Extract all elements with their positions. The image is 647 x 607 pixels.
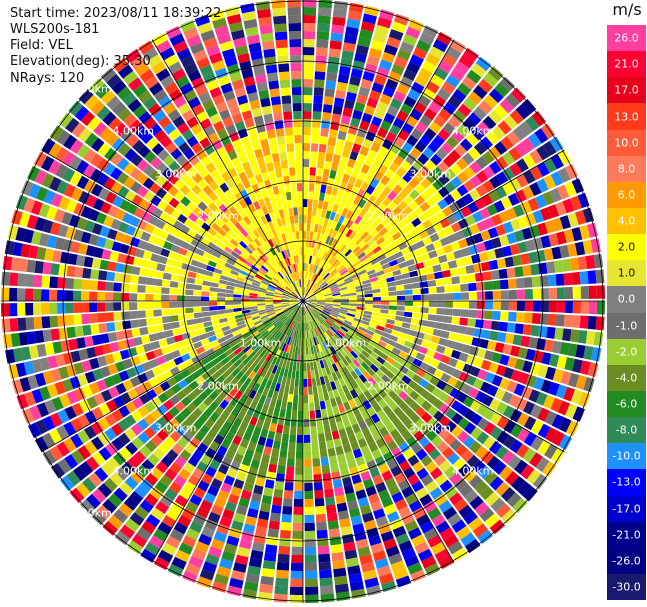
colorbar-tick-label: -10.0 xyxy=(612,449,641,463)
range-label: 2.00km xyxy=(367,209,409,223)
colorbar-tick-label: -30.0 xyxy=(612,580,641,594)
colorbar-tick-label: 26.0 xyxy=(614,31,639,45)
azimuth-spoke xyxy=(302,300,455,563)
colorbar-segment xyxy=(607,312,646,340)
colorbar-tick-label: 8.0 xyxy=(617,162,636,176)
colorbar-tick-label: 2.0 xyxy=(617,240,636,254)
colorbar-tick-label: -17.0 xyxy=(612,502,641,515)
colorbar-tick-label: 21.0 xyxy=(614,57,639,71)
colorbar-tick-label: 10.0 xyxy=(614,136,639,150)
colorbar-segment xyxy=(607,129,646,157)
field-name-text: Field: VEL xyxy=(10,38,73,53)
range-label: 4.00km xyxy=(112,464,155,478)
range-label: 5.00km xyxy=(70,82,112,96)
range-label: 2.00km xyxy=(197,209,239,223)
instrument-name-text: WLS200s-181 xyxy=(10,22,100,37)
elevation-text: Elevation(deg): 35.30 xyxy=(10,54,151,69)
colorbar-segment xyxy=(607,286,646,313)
range-label: 4.00km xyxy=(112,124,155,138)
range-label: 1.00km xyxy=(239,336,282,350)
range-label: 3.00km xyxy=(154,167,197,181)
colorbar-segment xyxy=(607,547,646,575)
azimuth-spoke xyxy=(151,39,304,302)
colorbar-tick-label: 13.0 xyxy=(614,110,639,123)
colorbar-tick-label: 1.0 xyxy=(617,266,636,280)
colorbar-segment xyxy=(607,25,646,52)
colorbar-segment xyxy=(607,495,646,523)
range-label: 1.00km xyxy=(324,336,367,350)
azimuth-spoke xyxy=(41,149,304,302)
range-label: 2.00km xyxy=(367,379,409,393)
colorbar-tick-label: -1.0 xyxy=(615,319,638,333)
colorbar-segment xyxy=(607,103,646,130)
nrays-text: NRays: 120 xyxy=(10,71,85,86)
range-label: 3.00km xyxy=(154,421,197,435)
colorbar-segment xyxy=(607,469,646,496)
colorbar-unit-label: m/s xyxy=(612,0,642,19)
colorbar-tick-label: 6.0 xyxy=(617,188,636,202)
colorbar-segment xyxy=(607,77,646,104)
colorbar-tick-label: 0.0 xyxy=(617,292,636,306)
colorbar-segment xyxy=(607,208,646,235)
colorbar-segment xyxy=(607,521,646,549)
start-time-text: Start time: 2023/08/11 18:39:22 xyxy=(10,6,222,21)
azimuth-spoke xyxy=(302,149,565,302)
colorbar-segment xyxy=(607,338,646,366)
colorbar-tick-label: -21.0 xyxy=(612,528,641,542)
range-label: 4.00km xyxy=(451,464,494,478)
colorbar-tick-label: -26.0 xyxy=(612,554,641,568)
colorbar-tick-label: -2.0 xyxy=(615,345,638,359)
colorbar-segment xyxy=(607,181,646,209)
colorbar-tick-label: -6.0 xyxy=(615,397,638,411)
ppi-plot-area xyxy=(0,0,606,603)
colorbar-segment xyxy=(607,51,646,78)
range-label: 2.00km xyxy=(197,379,239,393)
range-label: 3.00km xyxy=(409,167,452,181)
range-label: 3.00km xyxy=(409,421,452,435)
range-label: 5.00km xyxy=(70,506,112,520)
colorbar-segment xyxy=(607,573,646,601)
colorbar-tick-label: -4.0 xyxy=(615,371,638,385)
ppi-velocity-scan xyxy=(0,0,606,603)
colorbar-tick-label: 4.0 xyxy=(617,214,636,228)
colorbar-segment xyxy=(607,260,646,287)
azimuth-spoke xyxy=(302,300,565,453)
colorbar-segment xyxy=(607,390,646,418)
azimuth-spoke xyxy=(302,39,455,302)
azimuth-spoke xyxy=(151,300,304,563)
colorbar-tick-label: -13.0 xyxy=(612,475,641,489)
range-label: 4.00km xyxy=(451,124,494,138)
colorbar-segment xyxy=(607,155,646,183)
velocity-colorbar: 26.0 21.0 17.0 13.0 10.0 8.0 6.0 4.0 2.0 1.0 0.0 -1… xyxy=(607,25,646,601)
colorbar-segment xyxy=(607,417,646,444)
colorbar-tick-label: -8.0 xyxy=(615,423,638,437)
colorbar-segment xyxy=(607,364,646,392)
azimuth-spoke xyxy=(41,300,304,453)
colorbar-segment xyxy=(607,234,646,261)
colorbar-segment xyxy=(607,443,646,470)
colorbar-tick-label: 17.0 xyxy=(614,83,639,97)
